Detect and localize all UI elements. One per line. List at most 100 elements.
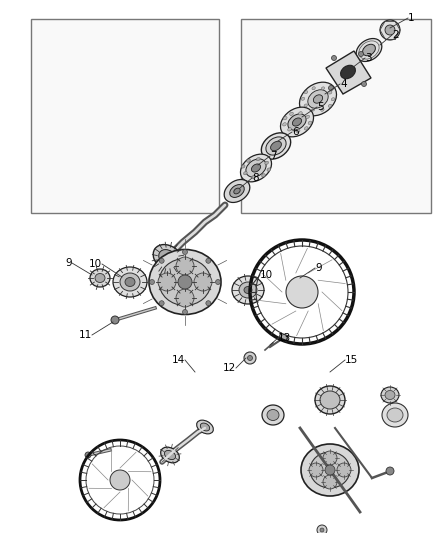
Ellipse shape [312, 87, 315, 90]
Ellipse shape [113, 267, 147, 297]
Circle shape [159, 301, 164, 306]
Ellipse shape [293, 118, 301, 126]
Circle shape [85, 452, 91, 458]
Ellipse shape [280, 107, 314, 137]
Circle shape [183, 249, 187, 254]
Text: 9: 9 [315, 263, 321, 273]
Ellipse shape [159, 259, 211, 305]
Ellipse shape [381, 387, 399, 403]
Ellipse shape [328, 104, 332, 107]
Ellipse shape [300, 82, 336, 116]
Ellipse shape [267, 409, 279, 421]
Ellipse shape [244, 172, 247, 175]
Ellipse shape [271, 141, 282, 151]
Circle shape [337, 463, 351, 477]
Ellipse shape [251, 164, 261, 172]
Text: 11: 11 [79, 330, 92, 340]
Circle shape [206, 259, 211, 263]
Circle shape [149, 279, 155, 285]
Ellipse shape [283, 123, 286, 126]
Circle shape [159, 259, 164, 263]
Ellipse shape [301, 98, 305, 100]
Ellipse shape [234, 188, 240, 194]
Ellipse shape [321, 108, 324, 111]
Ellipse shape [125, 278, 135, 287]
Ellipse shape [161, 447, 179, 463]
Text: 5: 5 [317, 102, 324, 112]
Ellipse shape [311, 108, 315, 111]
Text: 10: 10 [260, 270, 273, 280]
Circle shape [286, 276, 318, 308]
Ellipse shape [304, 91, 307, 94]
Ellipse shape [328, 91, 332, 94]
Text: 8: 8 [252, 173, 258, 183]
Circle shape [332, 55, 336, 61]
Ellipse shape [288, 114, 306, 130]
Circle shape [328, 85, 333, 91]
Ellipse shape [252, 175, 256, 179]
Circle shape [194, 273, 212, 291]
Ellipse shape [356, 38, 382, 61]
Circle shape [380, 20, 400, 40]
Ellipse shape [120, 273, 140, 291]
Ellipse shape [244, 287, 252, 294]
Circle shape [320, 528, 324, 532]
Ellipse shape [246, 159, 266, 177]
Ellipse shape [90, 269, 110, 287]
Text: 9: 9 [65, 258, 72, 268]
Ellipse shape [164, 450, 176, 459]
Ellipse shape [306, 115, 310, 118]
Circle shape [206, 301, 211, 306]
Ellipse shape [262, 405, 284, 425]
Circle shape [244, 352, 256, 364]
Text: 6: 6 [292, 127, 299, 137]
Circle shape [178, 275, 192, 289]
Ellipse shape [256, 157, 260, 161]
Ellipse shape [153, 245, 183, 271]
Ellipse shape [197, 420, 213, 434]
Bar [31, 19, 219, 213]
Circle shape [183, 310, 187, 314]
Text: 2: 2 [392, 30, 399, 40]
Circle shape [386, 467, 394, 475]
Ellipse shape [265, 161, 268, 165]
Ellipse shape [267, 168, 271, 171]
Circle shape [323, 475, 337, 489]
Circle shape [325, 465, 335, 475]
Ellipse shape [387, 408, 403, 422]
Ellipse shape [304, 127, 308, 130]
Text: 14: 14 [172, 355, 185, 365]
Circle shape [309, 463, 323, 477]
Ellipse shape [241, 165, 245, 168]
Ellipse shape [288, 128, 291, 131]
Ellipse shape [266, 137, 286, 155]
Ellipse shape [230, 184, 244, 197]
Ellipse shape [299, 111, 302, 115]
Ellipse shape [296, 130, 300, 133]
Ellipse shape [313, 95, 323, 103]
Ellipse shape [239, 282, 257, 298]
Text: 1: 1 [408, 13, 415, 23]
Ellipse shape [310, 452, 350, 488]
Text: 13: 13 [278, 333, 291, 343]
Circle shape [176, 289, 194, 307]
Circle shape [176, 257, 194, 275]
Ellipse shape [149, 249, 221, 314]
Text: 3: 3 [365, 53, 371, 63]
Text: 12: 12 [223, 363, 236, 373]
Circle shape [358, 52, 364, 56]
Ellipse shape [261, 133, 291, 159]
Circle shape [280, 335, 287, 342]
Ellipse shape [363, 44, 375, 56]
Ellipse shape [321, 87, 325, 90]
Ellipse shape [261, 174, 265, 177]
Circle shape [215, 279, 220, 285]
Ellipse shape [308, 90, 328, 108]
Ellipse shape [331, 98, 335, 101]
Ellipse shape [159, 249, 177, 266]
Circle shape [323, 451, 337, 465]
Text: 10: 10 [89, 259, 102, 269]
Ellipse shape [95, 273, 105, 282]
Circle shape [361, 82, 367, 86]
Text: 7: 7 [270, 151, 277, 161]
